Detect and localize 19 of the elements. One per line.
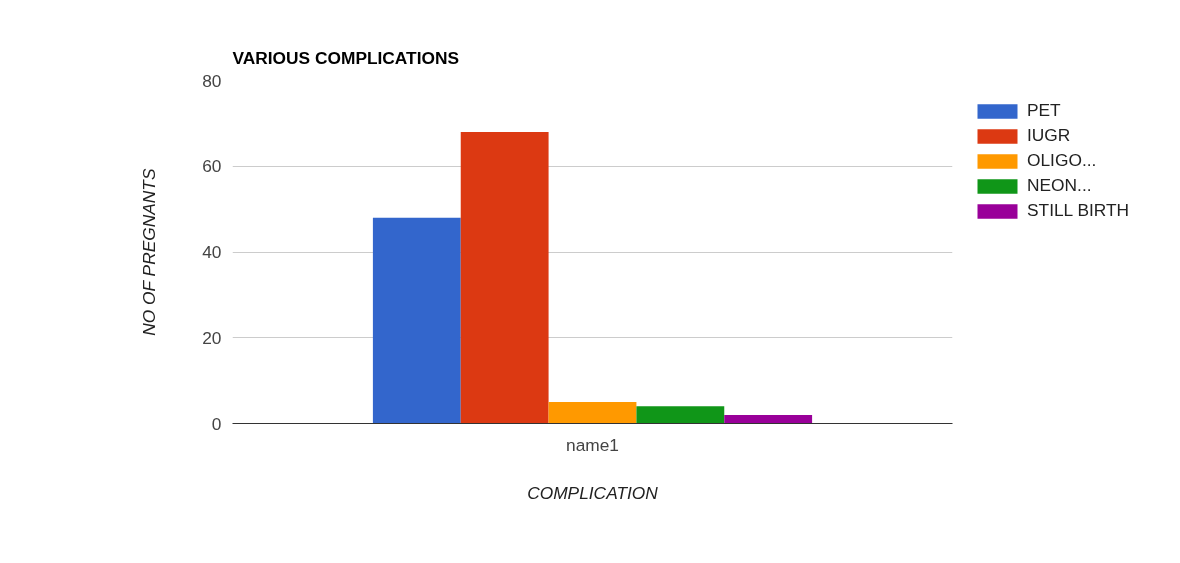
bar xyxy=(548,402,637,424)
bar xyxy=(372,217,461,424)
y-tick-label: 60 xyxy=(202,156,222,177)
legend-label: OLIGO... xyxy=(1027,150,1097,171)
y-tick-label: 80 xyxy=(202,70,222,91)
legend-label: NEON... xyxy=(1027,175,1092,196)
x-tick-label: name1 xyxy=(566,434,619,455)
legend-label: IUGR xyxy=(1027,125,1071,146)
bar xyxy=(636,406,725,424)
y-axis-title: NO OF PREGNANTS xyxy=(139,168,160,336)
bar xyxy=(460,131,549,424)
y-tick-label: 40 xyxy=(202,242,222,262)
y-tick-label: 0 xyxy=(211,413,222,434)
legend-label: STILL BIRTH xyxy=(1027,200,1130,221)
bar xyxy=(724,414,813,424)
chart-title: VARIOUS COMPLICATIONS xyxy=(232,48,460,68)
legend-label: PET xyxy=(1027,100,1061,121)
x-axis-title: COMPLICATION xyxy=(527,482,659,503)
y-tick-label: 20 xyxy=(202,327,222,348)
